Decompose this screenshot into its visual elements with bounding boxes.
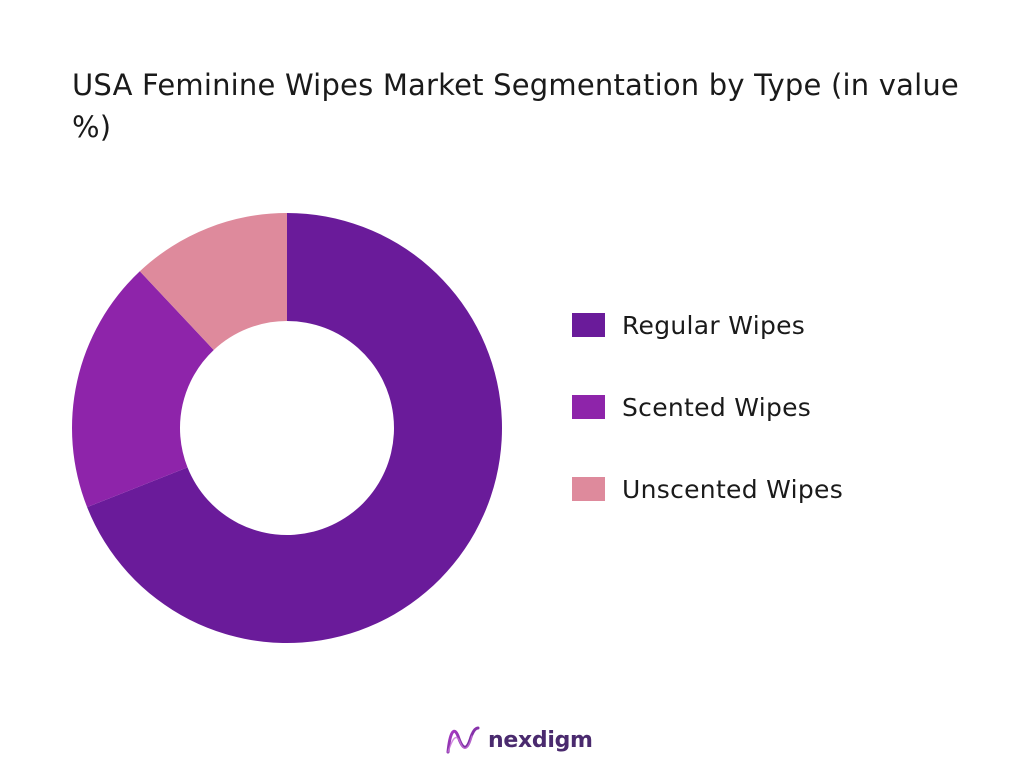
donut-slice-unscented-wipes	[139, 213, 287, 351]
chart-title: USA Feminine Wipes Market Segmentation b…	[72, 68, 959, 144]
legend-item-regular-wipes: Regular Wipes	[572, 306, 843, 344]
donut-slice-regular-wipes	[87, 213, 502, 643]
chart-legend: Regular Wipes Scented Wipes Unscented Wi…	[572, 306, 843, 552]
legend-swatch-unscented-wipes	[572, 477, 605, 501]
legend-label-scented-wipes: Scented Wipes	[622, 392, 812, 422]
brand-footer: nexdigm	[444, 722, 593, 758]
legend-swatch-regular-wipes	[572, 313, 605, 337]
brand-name: nexdigm	[488, 727, 593, 753]
legend-item-unscented-wipes: Unscented Wipes	[572, 470, 843, 508]
legend-label-regular-wipes: Regular Wipes	[622, 310, 806, 340]
legend-label-unscented-wipes: Unscented Wipes	[622, 474, 844, 504]
donut-chart	[72, 213, 502, 643]
legend-item-scented-wipes: Scented Wipes	[572, 388, 843, 426]
nexdigm-logo-icon	[446, 726, 480, 754]
legend-swatch-scented-wipes	[572, 395, 605, 419]
donut-slice-scented-wipes	[72, 271, 214, 508]
